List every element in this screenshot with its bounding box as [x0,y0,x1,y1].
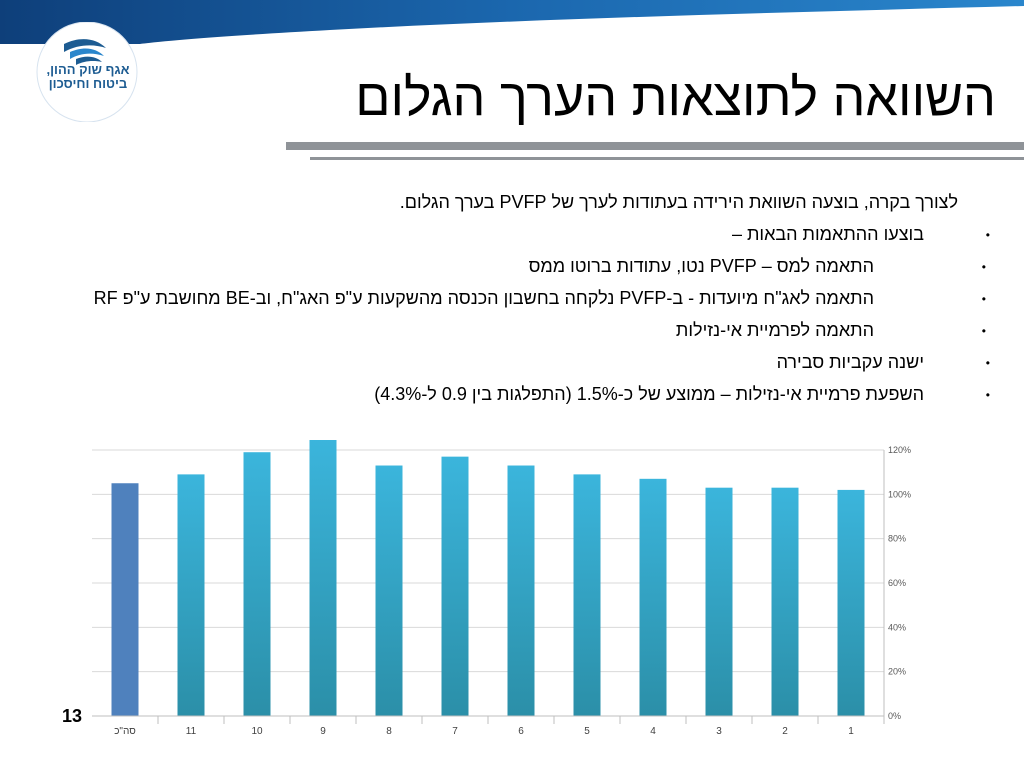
chart-bar [375,465,403,716]
sub-bullet-item: • התאמה למס – PVFP נטו, עתודות ברוטו ממס [88,254,986,278]
bullet-text: השפעת פרמיית אי-נזילות – ממוצע של כ-1.5%… [374,384,924,404]
header-band [0,0,1024,50]
sub-bullet-item: • התאמה לפרמיית אי-נזילות [88,318,986,342]
chart-bar [705,487,733,716]
sub-bullet-text: התאמה למס – PVFP נטו, עתודות ברוטו ממס [528,256,874,276]
y-tick-label: 0% [888,711,901,721]
bullet-item: • בוצעו ההתאמות הבאות – [88,222,990,246]
title-rule-thick [286,142,1024,150]
logo-text-line2: ביטוח וחיסכון [48,76,128,91]
x-tick-label: 2 [782,726,788,737]
bullet-dot-icon: • [981,292,986,306]
y-tick-label: 60% [888,578,906,588]
chart-bar [111,483,139,716]
bullet-dot-icon: • [981,324,986,338]
bullet-dot-icon: • [985,356,990,370]
y-tick-label: 20% [888,667,906,677]
bullet-dot-icon: • [985,228,990,242]
chart-bar [573,474,601,716]
x-tick-label: 1 [848,726,854,737]
logo-text-line1: אגף שוק ההון, [46,62,130,77]
slide-body: לצורך בקרה, בוצעה השוואת הירידה בעתודות … [88,190,990,414]
sub-bullet-text: התאמה לאג"ח מיועדות - ב-PVFP נלקחה בחשבו… [93,288,874,308]
y-tick-label: 40% [888,622,906,632]
x-tick-label: 7 [452,726,458,737]
sub-bullet-item: • התאמה לאג"ח מיועדות - ב-PVFP נלקחה בחש… [88,286,986,310]
title-rule-thin [310,157,1024,160]
pvfp-comparison-chart: 0% 20% 40% 60% 80% 100% 120% סה"כ 11 10 9 8 7 6 5 4 3 2 1 [92,440,911,737]
x-tick-label: 9 [320,726,326,737]
chart-bar [639,478,667,716]
x-tick-label: 5 [584,726,590,737]
bullet-text: ישנה עקביות סבירה [776,352,924,372]
x-tick-label: 6 [518,726,524,737]
y-tick-label: 100% [888,489,911,499]
chart-bar [441,456,469,716]
intro-paragraph: לצורך בקרה, בוצעה השוואת הירידה בעתודות … [399,192,958,212]
bullet-dot-icon: • [981,260,986,274]
chart-bar [837,489,865,716]
x-tick-label: 4 [650,726,656,737]
x-tick-label: 11 [186,726,197,737]
bullet-text: בוצעו ההתאמות הבאות – [731,224,924,244]
chart-bar [243,452,271,716]
x-tick-label: 10 [251,726,263,737]
chart-bar [771,487,799,716]
y-tick-label: 120% [888,445,911,455]
x-tick-label: 3 [716,726,722,737]
page-title: השוואה לתוצאות הערך הגלום [355,69,996,127]
y-tick-label: 80% [888,534,906,544]
sub-bullet-text: התאמה לפרמיית אי-נזילות [675,320,874,340]
chart-bar [507,465,535,716]
logo-emblem-icon [36,21,138,123]
chart-bar [177,474,205,716]
bullet-item: • השפעת פרמיית אי-נזילות – ממוצע של כ-1.… [88,382,990,406]
bullet-item: • ישנה עקביות סבירה [88,350,990,374]
x-tick-label: 8 [386,726,392,737]
ministry-logo [30,21,144,123]
chart-bar [309,440,337,716]
x-tick-label: סה"כ [114,726,136,737]
bullet-dot-icon: • [985,388,990,402]
slide-number: 13 [62,706,83,726]
